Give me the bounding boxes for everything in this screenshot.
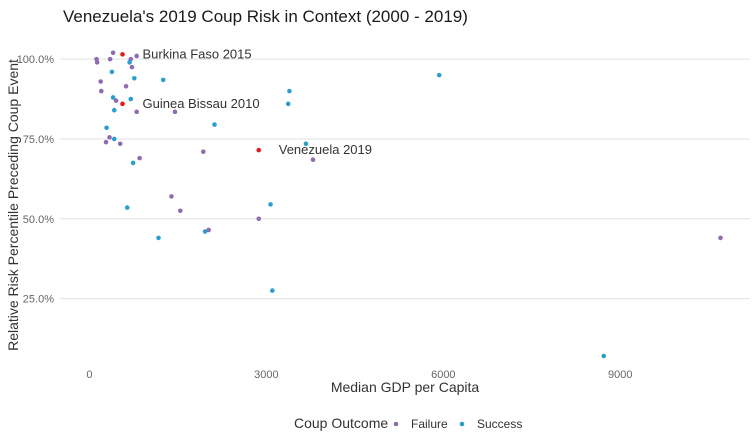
point-success [124,205,130,210]
point-success [436,72,442,78]
point-failure [103,139,109,145]
point-annotation: Burkina Faso 2015 [143,46,252,61]
y-axis-title: Relative Risk Percentile Preceding Coup … [5,59,21,351]
point-failure [107,135,112,140]
point-success [104,125,109,131]
point-success [202,229,208,234]
point-failure [172,109,178,115]
point-failure [256,216,262,222]
highlight-point [120,52,125,57]
point-failure [117,141,123,147]
point-success [109,69,115,75]
chart-title: Venezuela's 2019 Coup Risk in Context (2… [63,7,468,26]
point-success [270,288,275,293]
legend-key-success [459,421,465,427]
highlight-point [120,101,125,107]
point-failure [206,227,211,233]
point-success [156,235,161,241]
point-failure [107,56,113,62]
point-failure [718,235,723,241]
point-failure [98,88,104,94]
point-success [132,76,137,81]
point-failure [137,155,142,161]
point-success [128,96,134,102]
point-success [287,88,292,94]
x-axis-ticks: 0 3000 6000 9000 [86,369,632,381]
point-success [601,353,607,359]
legend-key-failure [393,421,399,427]
y-tick-label: 50.0% [23,214,54,226]
point-success [285,101,291,107]
x-tick-label: 6000 [431,369,455,381]
point-failure [134,109,139,115]
point-failure [110,50,116,56]
legend-label-success: Success [477,417,522,431]
legend-title: Coup Outcome [294,415,388,431]
grid [60,58,750,300]
x-tick-label: 9000 [608,369,632,381]
point-annotations: Burkina Faso 2015 Guinea Bissau 2010 Venez… [143,46,372,157]
point-failure [310,157,316,163]
legend: Coup Outcome Failure Success [294,415,522,431]
point-success [110,95,116,100]
legend-label-failure: Failure [411,417,448,431]
y-tick-label: 100.0% [17,54,55,66]
x-tick-label: 3000 [254,369,278,381]
point-annotation: Guinea Bissau 2010 [143,96,260,111]
y-tick-label: 25.0% [23,294,54,306]
point-failure [178,208,183,214]
point-failure [113,98,119,103]
x-tick-label: 0 [86,369,92,381]
point-success [130,160,136,166]
data-points [94,50,723,359]
highlight-point [256,147,262,153]
point-failure [98,79,103,84]
point-success [127,60,132,65]
point-success [160,77,166,83]
point-failure [134,53,139,59]
point-failure [201,149,206,155]
point-failure [169,194,174,199]
point-success [303,141,309,147]
point-failure [94,60,100,65]
point-failure [129,64,135,70]
point-success [268,202,273,207]
point-success [212,122,217,127]
x-axis-title: Median GDP per Capita [331,379,480,395]
point-annotation: Venezuela 2019 [279,142,372,157]
point-failure [123,83,129,89]
point-success [111,136,117,142]
y-tick-label: 75.0% [23,134,54,146]
y-axis-ticks: 25.0% 50.0% 75.0% 100.0% [17,54,55,305]
point-success [111,107,117,113]
